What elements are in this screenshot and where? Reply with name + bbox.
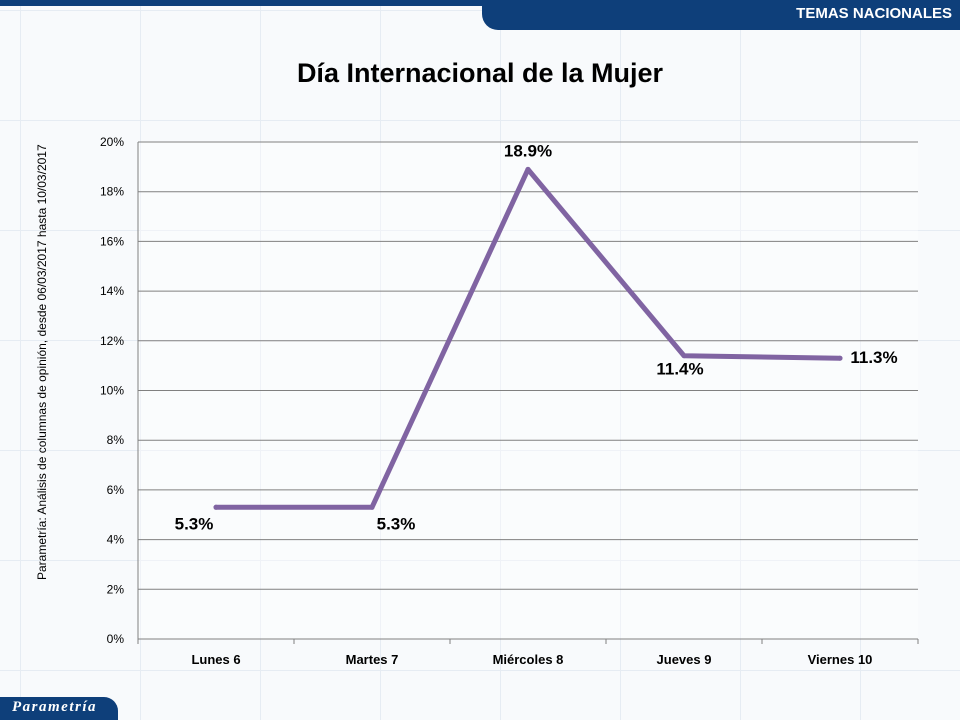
logo-text: Parametría [12, 699, 97, 715]
x-tick-label: Jueves 9 [657, 652, 712, 667]
x-tick-label: Miércoles 8 [493, 652, 564, 667]
data-label: 18.9% [504, 141, 552, 160]
y-tick-label: 4% [107, 533, 125, 547]
data-point [837, 355, 843, 361]
data-point [525, 166, 531, 172]
y-tick-label: 2% [107, 582, 125, 596]
data-point [681, 353, 687, 359]
y-tick-label: 12% [100, 334, 124, 348]
data-label: 5.3% [377, 514, 416, 533]
y-tick-label: 6% [107, 483, 125, 497]
data-label: 11.4% [656, 360, 703, 379]
x-tick-label: Martes 7 [346, 652, 399, 667]
data-label: 5.3% [175, 514, 214, 533]
x-tick-label: Lunes 6 [191, 652, 240, 667]
header-band [0, 0, 960, 6]
section-tab: TEMAS NACIONALES [482, 0, 960, 30]
x-tick-label: Viernes 10 [808, 652, 873, 667]
data-point [213, 504, 219, 510]
y-tick-label: 0% [107, 632, 125, 646]
chart-title: Día Internacional de la Mujer [296, 58, 664, 88]
y-tick-label: 14% [100, 284, 124, 298]
y-tick-label: 8% [107, 433, 125, 447]
parametria-logo: Parametría [0, 697, 118, 720]
data-label: 11.3% [850, 348, 897, 367]
y-tick-label: 18% [100, 185, 124, 199]
section-label: TEMAS NACIONALES [796, 5, 952, 22]
y-tick-label: 10% [100, 384, 124, 398]
y-tick-label: 20% [100, 135, 124, 149]
data-point [369, 504, 375, 510]
y-tick-label: 16% [100, 234, 124, 248]
